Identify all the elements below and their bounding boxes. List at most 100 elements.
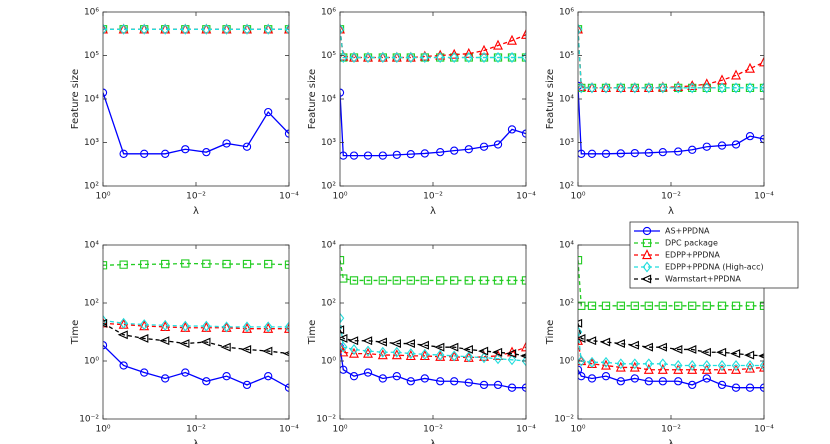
y-tick-label: 10⁵	[84, 51, 99, 61]
marker	[688, 301, 697, 310]
marker	[434, 342, 445, 352]
x-tick-label: 10⁻⁴	[754, 425, 774, 435]
marker	[340, 333, 348, 343]
marker	[464, 276, 473, 285]
marker	[644, 358, 654, 370]
marker	[702, 359, 712, 371]
marker	[392, 372, 401, 381]
marker	[479, 44, 489, 55]
marker	[716, 347, 727, 357]
marker	[672, 345, 683, 354]
x-axis-label: λ	[430, 206, 436, 217]
legend-label: EDPP+PPDNA (High-acc)	[665, 263, 764, 272]
marker	[578, 301, 586, 310]
marker	[406, 51, 416, 63]
series-line	[340, 92, 526, 157]
marker	[687, 82, 697, 94]
marker	[744, 350, 755, 360]
marker	[283, 350, 289, 357]
marker	[479, 352, 489, 364]
x-tick-label: 10⁻²	[186, 425, 206, 435]
marker	[759, 359, 764, 371]
marker	[264, 107, 273, 117]
x-tick-label: 10⁻⁴	[279, 192, 299, 202]
marker	[139, 319, 149, 331]
plot-marks	[103, 23, 289, 158]
marker	[686, 345, 697, 354]
marker	[644, 148, 653, 157]
marker	[464, 51, 474, 63]
marker	[242, 380, 252, 390]
marker	[349, 372, 359, 381]
marker	[507, 51, 517, 63]
marker	[242, 142, 252, 151]
y-tick-label: 10⁻²	[316, 415, 336, 425]
series-line	[340, 346, 526, 359]
marker	[262, 346, 273, 356]
marker	[601, 356, 611, 368]
marker	[642, 261, 652, 273]
series-line	[103, 344, 289, 389]
y-tick-label: 10⁴	[321, 241, 336, 251]
marker	[521, 28, 526, 39]
marker	[601, 149, 611, 158]
marker	[435, 51, 445, 63]
marker	[362, 336, 373, 346]
y-axis-label: Feature size	[70, 69, 81, 129]
series-line	[340, 329, 526, 357]
marker	[404, 339, 415, 348]
y-tick-label: 10⁰	[559, 357, 574, 367]
y-tick-label: 10³	[559, 138, 574, 148]
marker	[263, 321, 273, 333]
marker	[138, 333, 149, 343]
marker	[340, 151, 348, 160]
y-tick-label: 10²	[559, 299, 574, 309]
marker	[222, 372, 231, 381]
marker	[161, 259, 170, 269]
marker	[717, 301, 727, 310]
marker	[642, 238, 652, 248]
marker	[479, 276, 489, 285]
marker	[202, 259, 211, 268]
marker	[578, 318, 583, 328]
marker	[464, 378, 473, 387]
y-tick-label: 10⁶	[559, 8, 574, 18]
marker	[630, 374, 639, 383]
marker	[493, 51, 503, 63]
marker	[521, 341, 526, 352]
marker	[658, 148, 667, 157]
marker	[759, 83, 764, 93]
x-tick-label: 10⁻⁴	[279, 425, 299, 435]
marker	[643, 363, 654, 374]
marker	[731, 140, 741, 149]
marker	[578, 333, 586, 343]
marker	[493, 276, 503, 285]
marker	[284, 321, 289, 333]
marker	[340, 341, 348, 353]
marker	[630, 82, 640, 94]
marker	[578, 23, 583, 35]
marker	[578, 372, 586, 381]
plot-area	[103, 245, 289, 419]
marker	[340, 51, 348, 63]
marker	[656, 342, 667, 352]
marker	[222, 23, 231, 35]
x-tick-label: 10⁻²	[423, 192, 443, 202]
marker	[506, 349, 517, 359]
marker	[436, 377, 445, 386]
marker	[731, 359, 741, 371]
marker	[450, 377, 459, 386]
y-axis-label: Time	[307, 320, 318, 345]
marker	[406, 276, 415, 285]
x-tick-label: 10⁰	[332, 425, 347, 435]
marker	[616, 301, 625, 310]
marker	[222, 139, 231, 148]
marker	[601, 372, 611, 381]
marker	[392, 346, 402, 358]
x-tick-label: 10⁻⁴	[516, 192, 536, 202]
marker	[242, 321, 252, 333]
y-tick-label: 10²	[321, 182, 336, 192]
marker	[587, 356, 597, 368]
marker	[378, 51, 388, 63]
